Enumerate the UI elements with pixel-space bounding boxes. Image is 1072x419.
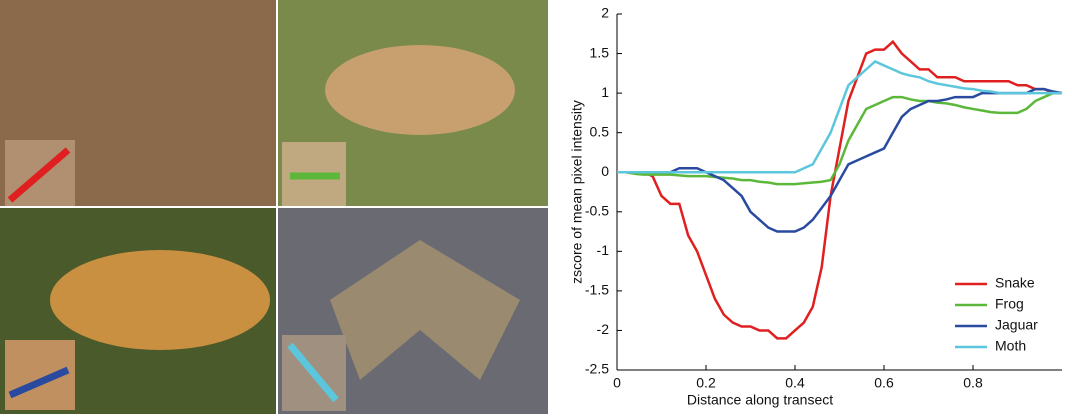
x-tick-label: 0.2 bbox=[696, 375, 716, 391]
y-tick-label: -1 bbox=[597, 242, 610, 258]
legend-label: Snake bbox=[995, 275, 1035, 291]
y-tick-label: 1 bbox=[601, 84, 609, 100]
y-tick-label: 0 bbox=[601, 163, 609, 179]
series-line bbox=[617, 87, 1063, 233]
y-tick-label: -1.5 bbox=[585, 282, 609, 298]
x-tick-label: 0.8 bbox=[963, 375, 983, 391]
x-tick-label: 0 bbox=[613, 375, 621, 391]
jaguar-transect bbox=[8, 366, 70, 399]
x-tick-label: 0.4 bbox=[785, 375, 805, 391]
moth-transect bbox=[287, 342, 339, 403]
snake-transect bbox=[7, 147, 71, 203]
legend-label: Jaguar bbox=[995, 317, 1038, 333]
x-tick-label: 0.6 bbox=[874, 375, 894, 391]
x-axis-label: Distance along transect bbox=[687, 392, 833, 408]
series-line bbox=[617, 59, 1062, 174]
y-tick-label: -2.5 bbox=[585, 361, 609, 377]
y-tick-label: -2 bbox=[597, 321, 610, 337]
y-tick-label: -0.5 bbox=[585, 202, 609, 218]
legend-label: Moth bbox=[995, 338, 1026, 354]
jaguar-shape bbox=[50, 250, 270, 350]
photo-panels bbox=[0, 0, 548, 414]
frog-shape bbox=[325, 45, 515, 135]
y-axis-label: zscore of mean pixel intensity bbox=[569, 100, 585, 284]
y-tick-label: 1.5 bbox=[590, 44, 610, 60]
y-tick-label: 0.5 bbox=[590, 123, 610, 139]
series-line bbox=[617, 39, 1062, 340]
y-tick-label: 2 bbox=[601, 5, 609, 21]
moth-shape bbox=[330, 240, 520, 380]
legend-label: Frog bbox=[995, 296, 1024, 312]
series-line bbox=[617, 91, 1062, 186]
